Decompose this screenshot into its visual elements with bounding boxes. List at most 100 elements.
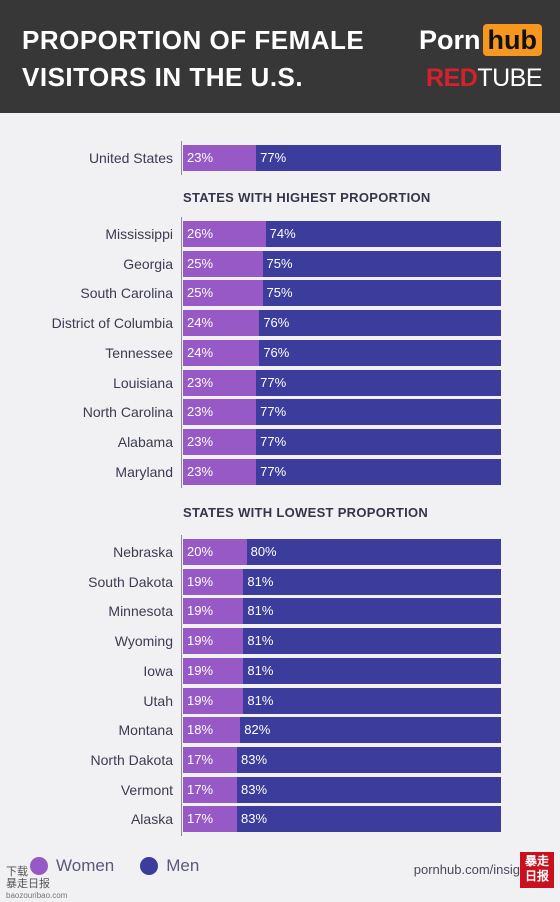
bar-women: 25% (183, 280, 263, 307)
bar-row: Wyoming 19% 81% (0, 628, 560, 655)
men-value-label: 83% (241, 751, 268, 767)
pornhub-logo: Porn hub (419, 24, 542, 56)
legend-women-swatch (30, 857, 48, 875)
category-label: South Dakota (88, 573, 173, 590)
women-value-label: 23% (187, 404, 214, 420)
bar-row: Iowa 19% 81% (0, 657, 560, 684)
bar-men: 81% (243, 687, 501, 714)
category-label: Nebraska (113, 544, 173, 560)
watermark-left-main: 暴走日报 (6, 878, 50, 890)
stacked-bar: 17% 83% (183, 806, 501, 833)
section-heading: STATES WITH LOWEST PROPORTION (183, 505, 429, 520)
bar-men: 77% (256, 369, 501, 396)
stacked-bar: 19% 81% (183, 568, 501, 595)
legend-women-label: Women (56, 856, 115, 875)
axis-line (181, 535, 182, 836)
stacked-bar: 25% 75% (183, 280, 501, 307)
bar-men: 82% (240, 717, 501, 744)
category-label: United States (88, 150, 173, 166)
category-label: District of Columbia (51, 315, 173, 332)
stacked-bar: 26% 74% (183, 221, 501, 247)
category-label: Louisiana (113, 374, 173, 391)
header: PROPORTION OF FEMALE VISITORS IN THE U.S… (0, 0, 560, 113)
bar-women: 17% (183, 746, 238, 773)
women-value-label: 17% (187, 751, 214, 767)
bar-row: North Carolina 23% 77% (0, 399, 560, 426)
bar-women: 20% (183, 539, 247, 565)
bar-men: 81% (243, 628, 501, 655)
category-label: Maryland (115, 463, 173, 480)
bar-women: 18% (183, 717, 241, 744)
legend: Women Men (30, 856, 225, 876)
bar-men: 83% (237, 776, 501, 803)
category-label: North Dakota (90, 751, 173, 768)
stacked-bar: 17% 83% (183, 776, 501, 803)
bar-women: 19% (183, 687, 244, 714)
axis-line (181, 141, 182, 175)
bar-women: 17% (183, 806, 238, 833)
men-value-label: 77% (260, 463, 287, 479)
bar-row: United States 23% 77% (0, 145, 560, 171)
logo-hub-text: hub (482, 24, 542, 56)
bar-women: 23% (183, 458, 257, 485)
watermark-left-small: baozouribao.com (6, 891, 68, 900)
category-label: Minnesota (108, 603, 173, 620)
section-heading: STATES WITH HIGHEST PROPORTION (183, 190, 431, 205)
logo-red-text: RED (426, 64, 478, 92)
women-value-label: 24% (187, 344, 214, 360)
men-value-label: 76% (263, 344, 290, 360)
women-value-label: 26% (187, 226, 214, 241)
watermark-left-top: 下载 (6, 866, 28, 878)
bar-women: 17% (183, 776, 238, 803)
bar-row: Montana 18% 82% (0, 717, 560, 744)
men-value-label: 82% (244, 722, 271, 738)
stacked-bar: 19% 81% (183, 687, 501, 714)
bar-women: 23% (183, 428, 257, 455)
women-value-label: 17% (187, 781, 214, 797)
axis-line (181, 217, 182, 489)
chart-title: PROPORTION OF FEMALE VISITORS IN THE U.S… (22, 25, 365, 92)
bar-men: 76% (259, 339, 501, 366)
bar-row: Alabama 23% 77% (0, 428, 560, 455)
stacked-bar: 19% 81% (183, 598, 501, 625)
women-value-label: 24% (187, 315, 214, 331)
bar-women: 19% (183, 598, 244, 625)
bar-women: 26% (183, 221, 266, 247)
logo-tube-text: TUBE (477, 64, 542, 92)
women-value-label: 18% (187, 722, 214, 738)
category-label: Vermont (120, 781, 173, 798)
category-label: Alabama (117, 433, 173, 450)
bar-row: Minnesota 19% 81% (0, 598, 560, 625)
bar-women: 19% (183, 657, 244, 684)
women-value-label: 23% (187, 463, 214, 479)
stacked-bar: 19% 81% (183, 628, 501, 655)
men-value-label: 77% (260, 433, 287, 449)
bar-men: 75% (262, 250, 501, 277)
category-label: Utah (143, 692, 173, 709)
bar-men: 83% (237, 806, 501, 833)
women-value-label: 19% (187, 573, 214, 589)
bar-men: 74% (265, 221, 501, 247)
stacked-bar: 23% 77% (183, 458, 501, 485)
men-value-label: 81% (247, 692, 274, 708)
men-value-label: 77% (260, 150, 287, 165)
bar-row: District of Columbia 24% 76% (0, 310, 560, 337)
stacked-bar: 23% 77% (183, 145, 501, 171)
stacked-bar: 19% 81% (183, 657, 501, 684)
women-value-label: 23% (187, 433, 214, 449)
stacked-bar: 20% 80% (183, 539, 501, 565)
men-value-label: 75% (266, 285, 293, 301)
bar-row: North Dakota 17% 83% (0, 746, 560, 773)
men-value-label: 77% (260, 404, 287, 420)
bar-row: Alaska 17% 83% (0, 806, 560, 833)
bar-men: 77% (256, 458, 501, 485)
bar-women: 19% (183, 628, 244, 655)
bar-women: 23% (183, 369, 257, 396)
category-label: Georgia (123, 255, 173, 272)
bar-men: 75% (262, 280, 501, 307)
stacked-bar: 17% 83% (183, 746, 501, 773)
women-value-label: 23% (187, 150, 214, 165)
bar-women: 19% (183, 568, 244, 595)
women-value-label: 19% (187, 662, 214, 678)
bar-men: 76% (259, 310, 501, 337)
